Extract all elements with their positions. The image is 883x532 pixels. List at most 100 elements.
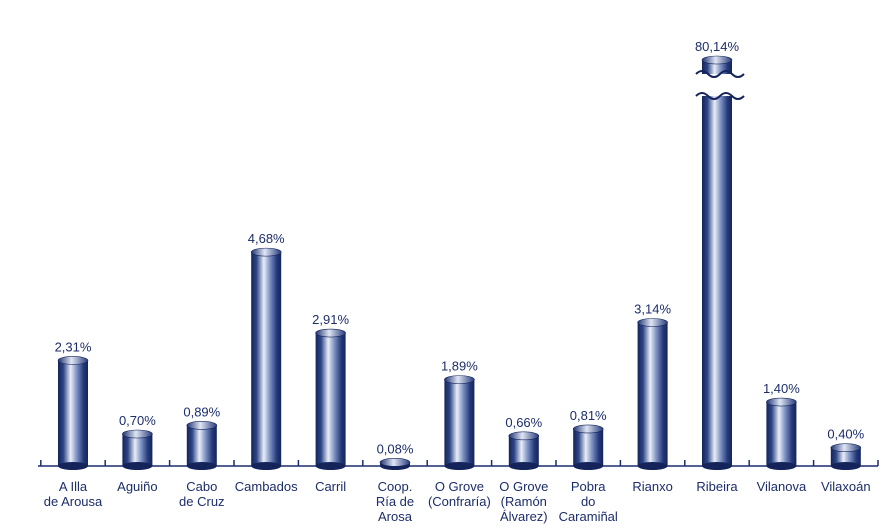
bar — [637, 318, 668, 470]
bar-cap — [57, 356, 89, 365]
bar-base — [315, 462, 346, 470]
bar — [830, 443, 862, 470]
bar-body — [58, 360, 88, 466]
bar-cap — [637, 318, 668, 327]
bar — [186, 421, 218, 470]
bar-cap — [830, 443, 862, 453]
category-label-line: Ría de — [376, 494, 414, 509]
bar-cap — [379, 458, 411, 467]
category-label-line: do — [581, 494, 595, 509]
bar-base — [637, 462, 668, 470]
data-label: 0,66% — [505, 415, 542, 430]
category-label-line: Arosa — [378, 509, 413, 524]
data-labels: 2,31% 0,70% 0,89% 4,68% 2,91% 0,08% 1,89% 0,66%… — [55, 39, 865, 456]
category-label-line: de Arousa — [44, 494, 103, 509]
bar-base — [122, 462, 153, 470]
category-label: Vilanova — [757, 479, 807, 494]
bar — [122, 429, 153, 470]
bar-body — [637, 322, 668, 466]
data-label: 2,91% — [312, 312, 349, 327]
category-label: Coop. Ría de Arosa — [376, 479, 414, 524]
bar-base — [251, 462, 282, 470]
category-label-line: Coop. — [378, 479, 413, 494]
bar-cap — [572, 424, 604, 434]
bar-body — [573, 428, 604, 466]
category-label-line: Cabo — [186, 479, 217, 494]
data-label: 0,81% — [570, 408, 607, 423]
data-label: 0,40% — [827, 427, 864, 442]
category-label: O Grove (Ramón Álvarez) — [499, 479, 548, 524]
bar-body — [122, 434, 153, 466]
category-label-line: Caramiñal — [559, 509, 618, 524]
bar — [250, 247, 282, 470]
bar-body — [315, 333, 346, 466]
bar-cap — [444, 375, 475, 384]
category-label-line: O Grove — [435, 479, 484, 494]
data-label: 0,08% — [377, 441, 414, 456]
bar-base — [766, 462, 797, 470]
bar-cap — [122, 429, 153, 439]
category-label-line: Vilanova — [757, 479, 807, 494]
data-label: 2,31% — [55, 339, 92, 354]
bar — [315, 328, 346, 470]
axis-break-mark — [695, 70, 745, 78]
bar-body — [830, 447, 861, 466]
data-label: 0,70% — [119, 413, 156, 428]
data-label: 1,89% — [441, 359, 478, 374]
category-label: Aguiño — [117, 479, 157, 494]
category-labels: A Illa de Arousa Aguiño Cabo de Cruz Cambados… — [44, 479, 871, 524]
category-label: Carril — [315, 479, 346, 494]
bar-base — [702, 462, 732, 470]
bar-body — [251, 252, 282, 466]
category-label-line: A Illa — [59, 479, 88, 494]
category-label-line: (Ramón — [501, 494, 547, 509]
bar — [695, 55, 745, 470]
category-label: Vilaxoán — [821, 479, 871, 494]
category-label-line: Cambados — [235, 479, 298, 494]
category-label-line: Álvarez) — [500, 509, 548, 524]
bar-cap — [508, 431, 540, 441]
bar-body — [766, 402, 797, 466]
bar-cap — [315, 328, 346, 338]
bar — [379, 458, 411, 470]
data-label: 80,14% — [695, 39, 740, 54]
category-label-line: O Grove — [499, 479, 548, 494]
category-label: A Illa de Arousa — [44, 479, 103, 509]
bars — [57, 55, 862, 470]
category-label-line: Aguiño — [117, 479, 157, 494]
category-label-line: Carril — [315, 479, 346, 494]
data-label: 3,14% — [634, 302, 671, 317]
bar-base — [58, 462, 88, 470]
category-label-line: Vilaxoán — [821, 479, 871, 494]
data-label: 0,89% — [183, 404, 220, 419]
category-label-line: de Cruz — [179, 494, 225, 509]
category-label-line: Pobra — [571, 479, 606, 494]
bar-base — [830, 462, 861, 470]
bar-base — [508, 462, 539, 470]
category-label-line: (Confraría) — [428, 494, 491, 509]
bar — [57, 356, 89, 470]
category-label: O Grove (Confraría) — [428, 479, 491, 509]
category-label: Ribeira — [696, 479, 738, 494]
bar — [508, 431, 540, 470]
bar — [572, 424, 604, 470]
bar — [766, 397, 797, 470]
bar-cap — [766, 397, 797, 407]
bar-body — [444, 379, 475, 466]
category-label: Pobra do Caramiñal — [559, 479, 618, 524]
data-label: 4,68% — [248, 231, 285, 246]
bar-cap — [701, 55, 733, 65]
bar — [444, 375, 475, 470]
bar-body — [508, 435, 539, 466]
bar-base — [444, 462, 475, 470]
bar-cap — [186, 421, 218, 430]
bar-cap — [250, 247, 282, 257]
data-label: 1,40% — [763, 381, 800, 396]
category-label: Cabo de Cruz — [179, 479, 225, 509]
axis-break-mark — [695, 92, 745, 100]
category-label: Cambados — [235, 479, 298, 494]
bar-body — [702, 60, 732, 466]
category-label: Rianxo — [632, 479, 672, 494]
bar-base — [573, 462, 604, 470]
